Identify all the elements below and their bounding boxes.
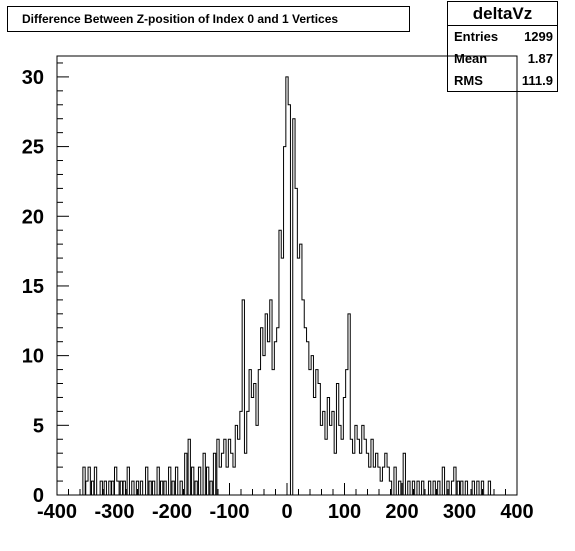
stats-value: 1.87	[527, 51, 553, 66]
y-tick-label: 30	[22, 67, 44, 89]
stats-value: 1299	[524, 29, 553, 44]
stats-row-mean: Mean 1.87	[448, 48, 557, 70]
y-tick-label: 5	[33, 415, 44, 437]
x-tick-label: -200	[152, 501, 192, 523]
x-tick-label: -400	[37, 501, 77, 523]
y-tick-label: 10	[22, 346, 44, 368]
stats-label: RMS	[454, 73, 483, 88]
stats-row-entries: Entries 1299	[448, 26, 557, 48]
stats-label: Entries	[454, 29, 499, 44]
x-tick-label: -300	[94, 501, 134, 523]
x-tick-label: 300	[443, 501, 476, 523]
histogram-line	[82, 76, 492, 496]
y-tick-label: 20	[22, 206, 44, 228]
stats-title: deltaVz	[448, 2, 557, 26]
stats-label: Mean	[454, 51, 488, 66]
plot-frame	[56, 55, 518, 496]
y-tick-label: 25	[22, 137, 44, 159]
y-tick-label: 15	[22, 276, 44, 298]
x-tick-label: 0	[281, 501, 292, 523]
x-tick-label: 400	[500, 501, 533, 523]
chart-title: Difference Between Z-position of Index 0…	[7, 6, 410, 32]
x-tick-label: 200	[385, 501, 418, 523]
x-tick-label: 100	[328, 501, 361, 523]
axes: -400 -300 -200 -100 0 100 200 300 400 0 5 10 15 20 25 3…	[22, 62, 534, 523]
y-tick-label: 0	[33, 485, 44, 507]
stats-box: deltaVz Entries 1299 Mean 1.87 RMS 111.9	[447, 1, 558, 92]
x-tick-label: -100	[209, 501, 249, 523]
stats-value: 111.9	[521, 73, 553, 88]
stats-row-rms: RMS 111.9	[448, 70, 557, 92]
